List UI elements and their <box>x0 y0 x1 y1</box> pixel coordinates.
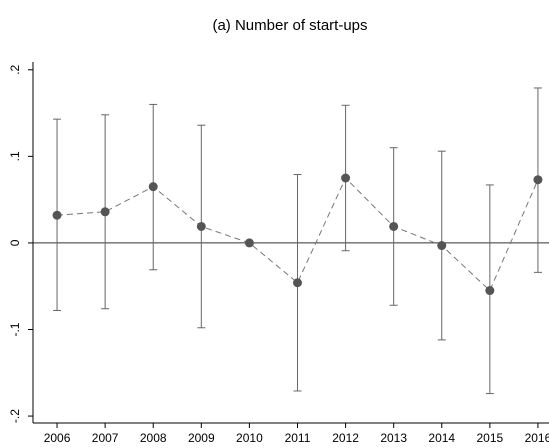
point <box>485 286 495 296</box>
x-tick-label: 2011 <box>285 431 311 445</box>
x-tick-label: 2012 <box>332 431 359 445</box>
x-tick-label: 2010 <box>236 431 263 445</box>
point <box>437 241 447 251</box>
x-tick-label: 2006 <box>44 431 71 445</box>
x-tick-label: 2013 <box>380 431 407 445</box>
point <box>196 221 206 231</box>
point <box>341 173 351 183</box>
point <box>148 182 158 192</box>
y-tick-label: 0 <box>8 239 22 246</box>
x-tick-label: 2016 <box>525 431 549 445</box>
x-tick-label: 2015 <box>476 431 503 445</box>
y-tick-label: .2 <box>8 64 22 74</box>
point <box>292 278 302 288</box>
point <box>100 207 110 217</box>
y-tick-label: .1 <box>8 151 22 161</box>
point <box>244 238 254 248</box>
x-tick-label: 2014 <box>428 431 455 445</box>
x-tick-label: 2009 <box>188 431 215 445</box>
y-tick-label: -.1 <box>8 322 22 336</box>
point <box>533 175 543 185</box>
y-tick-label: -.2 <box>8 409 22 423</box>
chart-title: (a) Number of start-ups <box>212 17 367 34</box>
x-tick-label: 2007 <box>92 431 119 445</box>
x-tick-label: 2008 <box>140 431 167 445</box>
point <box>52 210 62 220</box>
line <box>57 177 539 292</box>
point <box>389 221 399 231</box>
